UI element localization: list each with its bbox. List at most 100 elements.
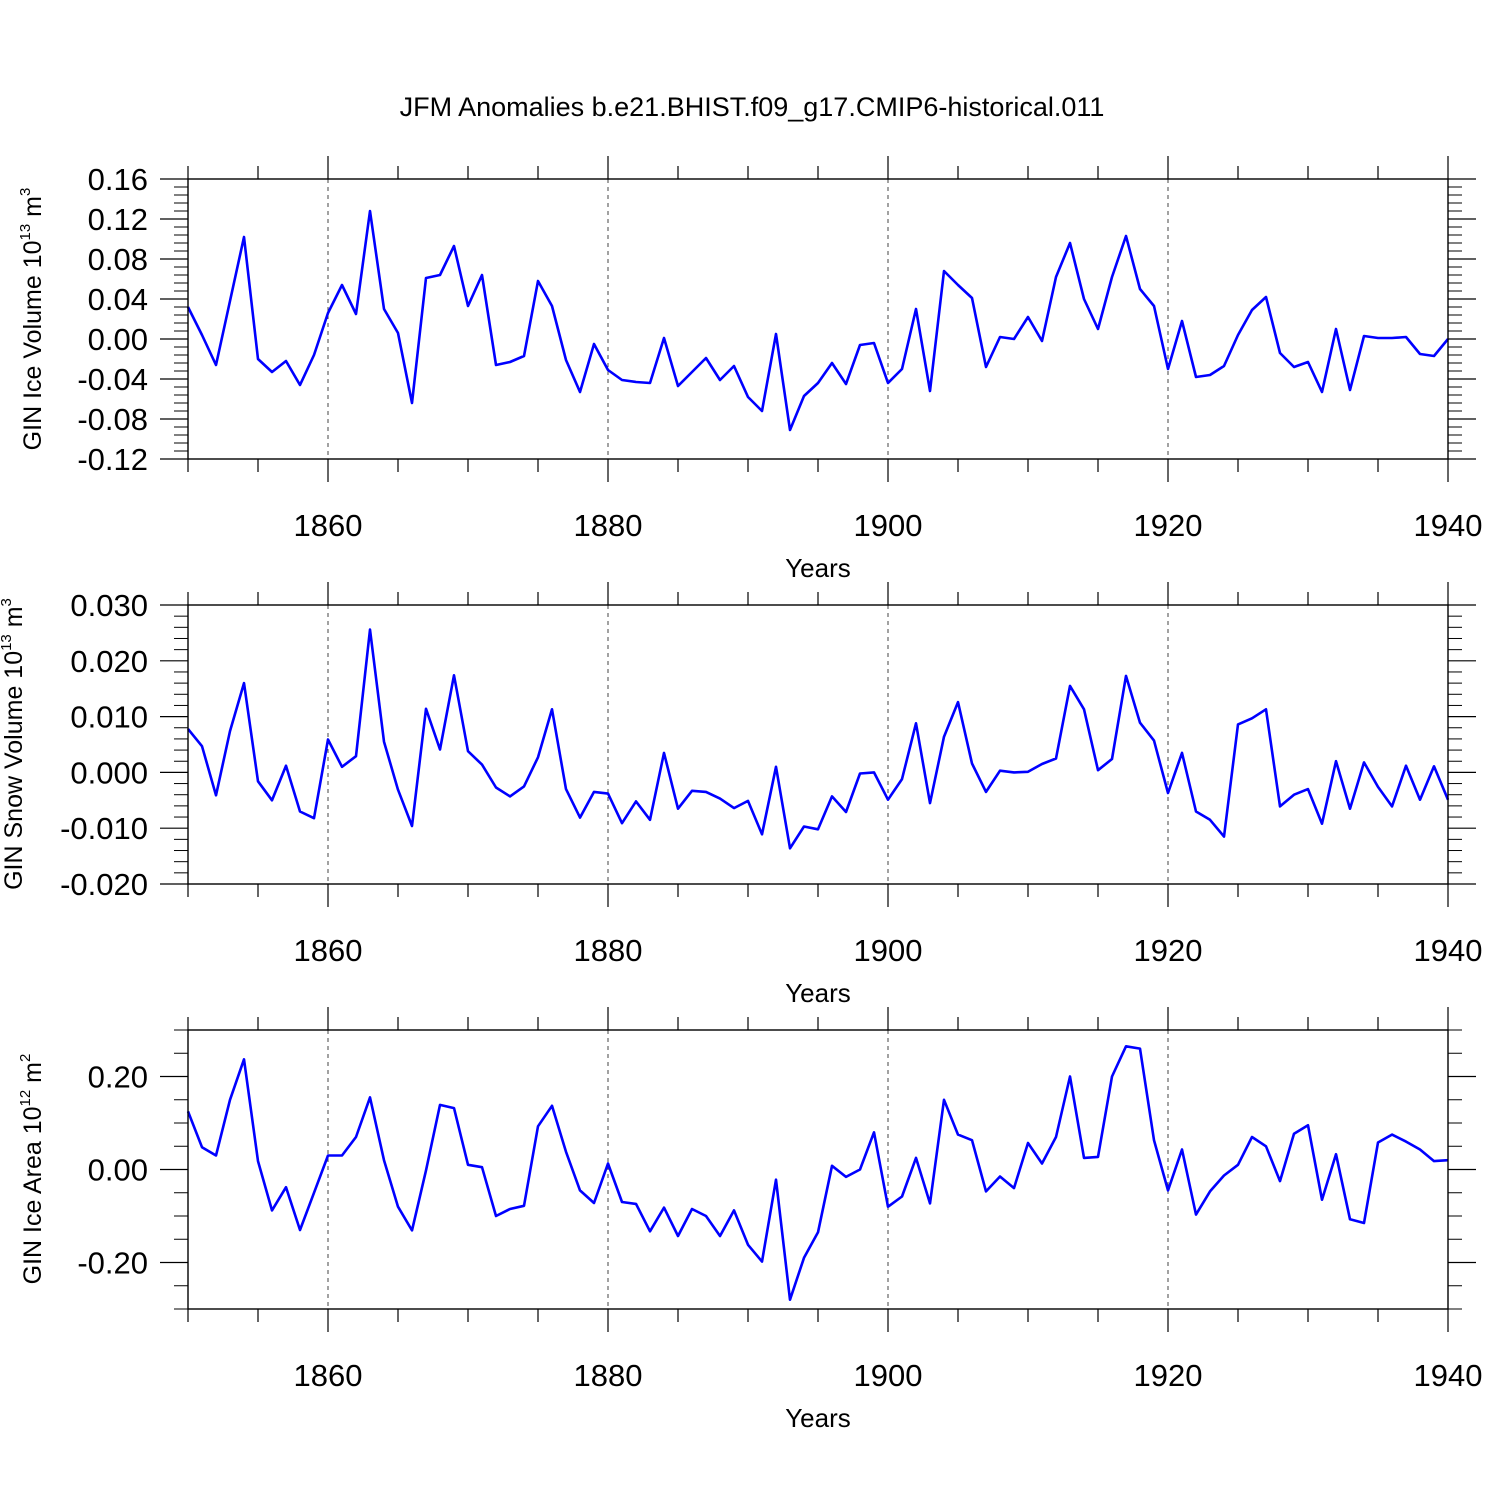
ice-volume-data-point (1321, 391, 1323, 393)
ice-area-data-point (355, 1136, 357, 1138)
ice-volume-data-point (803, 395, 805, 397)
ice-volume-y-tick-label: 0.16 (88, 162, 148, 197)
ice-area-data-point (537, 1125, 539, 1127)
ice-volume-data-point (1223, 365, 1225, 367)
ice-area-data-point (327, 1154, 329, 1156)
ice-volume-data-point (1391, 337, 1393, 339)
ice-volume-data-point (733, 365, 735, 367)
ice-volume-data-point (509, 361, 511, 363)
ice-area-data-point (1139, 1047, 1141, 1049)
ice-area-data-point (313, 1192, 315, 1194)
snow-volume-data-point (1419, 799, 1421, 801)
snow-volume-data-point (1139, 722, 1141, 724)
snow-volume-y-tick-label: 0.020 (70, 644, 148, 679)
snow-volume-x-tick-label: 1920 (1134, 933, 1203, 968)
snow-volume-data-point (733, 807, 735, 809)
ice-area-data-point (971, 1139, 973, 1141)
ice-area-data-point (1363, 1222, 1365, 1224)
snow-volume-data-point (537, 756, 539, 758)
ice-area-data-point (271, 1209, 273, 1211)
ice-volume-y-tick-label: -0.12 (77, 442, 148, 477)
ice-area-data-point (1125, 1045, 1127, 1047)
ice-area-data-point (341, 1154, 343, 1156)
ice-volume-data-point (649, 382, 651, 384)
ice-area-data-point (1321, 1199, 1323, 1201)
ice-volume-data-point (593, 343, 595, 345)
snow-volume-series-line (186, 628, 1450, 850)
ice-area-data-point (495, 1215, 497, 1217)
ice-volume-data-point (579, 391, 581, 393)
snow-volume-data-point (229, 730, 231, 732)
ice-volume-data-point (187, 306, 189, 308)
snow-volume-data-point (187, 728, 189, 730)
ice-area-data-point (1209, 1190, 1211, 1192)
ice-area-grid (327, 1030, 1169, 1309)
ice-volume-data-point (1153, 305, 1155, 307)
snow-volume-data-point (425, 708, 427, 710)
ice-area-data-point (803, 1257, 805, 1259)
snow-volume-data-point (383, 741, 385, 743)
ice-volume-data-point (1027, 316, 1029, 318)
snow-volume-y-tick-label: -0.020 (60, 867, 148, 902)
snow-volume-data-point (593, 791, 595, 793)
ice-volume-y-tick-label: 0.00 (88, 322, 148, 357)
snow-volume-data-point (243, 682, 245, 684)
snow-volume-data-point (789, 847, 791, 849)
ice-volume-data-point (621, 379, 623, 381)
snow-volume-data-point (1447, 799, 1449, 801)
ice-area-data-point (397, 1206, 399, 1208)
snow-volume-data-point (971, 762, 973, 764)
ice-volume-data-point (663, 337, 665, 339)
ice-volume-y-tick-labels: -0.12 -0.08 -0.04 0.00 0.04 0.08 0.12 0.16 (77, 162, 148, 477)
snow-volume-data-point (1055, 757, 1057, 759)
ice-area-data-point (607, 1162, 609, 1164)
chart-title: JFM Anomalies b.e21.BHIST.f09_g17.CMIP6-… (400, 92, 1105, 122)
ice-area-data-point (411, 1229, 413, 1231)
ice-area-data-point (1405, 1140, 1407, 1142)
ice-area-data-point (943, 1099, 945, 1101)
ice-volume-data-point (1097, 328, 1099, 330)
ice-volume-data-point (1181, 320, 1183, 322)
ice-volume-data-point (943, 270, 945, 272)
snow-volume-y-tick-label: -0.010 (60, 811, 148, 846)
snow-volume-data-point (1083, 708, 1085, 710)
ice-volume-data-point (1041, 340, 1043, 342)
ice-area-data-point (901, 1195, 903, 1197)
ice-area-data-point (1447, 1159, 1449, 1161)
snow-volume-data-point (327, 738, 329, 740)
ice-volume-data-point (1251, 309, 1253, 311)
snow-volume-data-point (1013, 771, 1015, 773)
ice-volume-data-point (523, 355, 525, 357)
snow-volume-data-point (1195, 810, 1197, 812)
ice-volume-data-point (1377, 337, 1379, 339)
snow-volume-data-point (579, 816, 581, 818)
ice-volume-y-tick-label: -0.04 (77, 362, 148, 397)
snow-volume-y-tick-labels: -0.020 -0.010 0.000 0.010 0.020 0.030 (60, 588, 148, 902)
ice-area-y-tick-label: 0.20 (88, 1060, 148, 1095)
ice-area-data-point (635, 1203, 637, 1205)
ice-volume-data-point (383, 308, 385, 310)
snow-volume-data-point (635, 800, 637, 802)
snow-volume-data-point (1181, 752, 1183, 754)
ice-volume-data-point (747, 396, 749, 398)
snow-volume-data-point (1307, 788, 1309, 790)
snow-volume-data-point (1237, 723, 1239, 725)
ice-volume-data-point (677, 385, 679, 387)
ice-area-x-tick-label: 1940 (1414, 1358, 1483, 1393)
ice-area-data-point (1097, 1156, 1099, 1158)
snow-volume-data-point (299, 810, 301, 812)
ice-area-data-point (187, 1110, 189, 1112)
snow-volume-data-point (677, 808, 679, 810)
snow-volume-data-point (1125, 675, 1127, 677)
ice-area-data-point (1153, 1139, 1155, 1141)
ice-area-y-tick-label: -0.20 (77, 1246, 148, 1281)
ice-area-y-axis-label: GIN Ice Area 1012 m2 (17, 1054, 47, 1285)
ice-volume-data-point (565, 359, 567, 361)
snow-volume-data-point (901, 778, 903, 780)
ice-volume-data-point (929, 390, 931, 392)
ice-volume-grid (327, 179, 1169, 459)
snow-volume-data-point (747, 800, 749, 802)
ice-area-y-tick-labels: -0.20 0.00 0.20 (77, 1060, 148, 1281)
ice-area-data-point (1027, 1142, 1029, 1144)
ice-volume-data-point (789, 429, 791, 431)
